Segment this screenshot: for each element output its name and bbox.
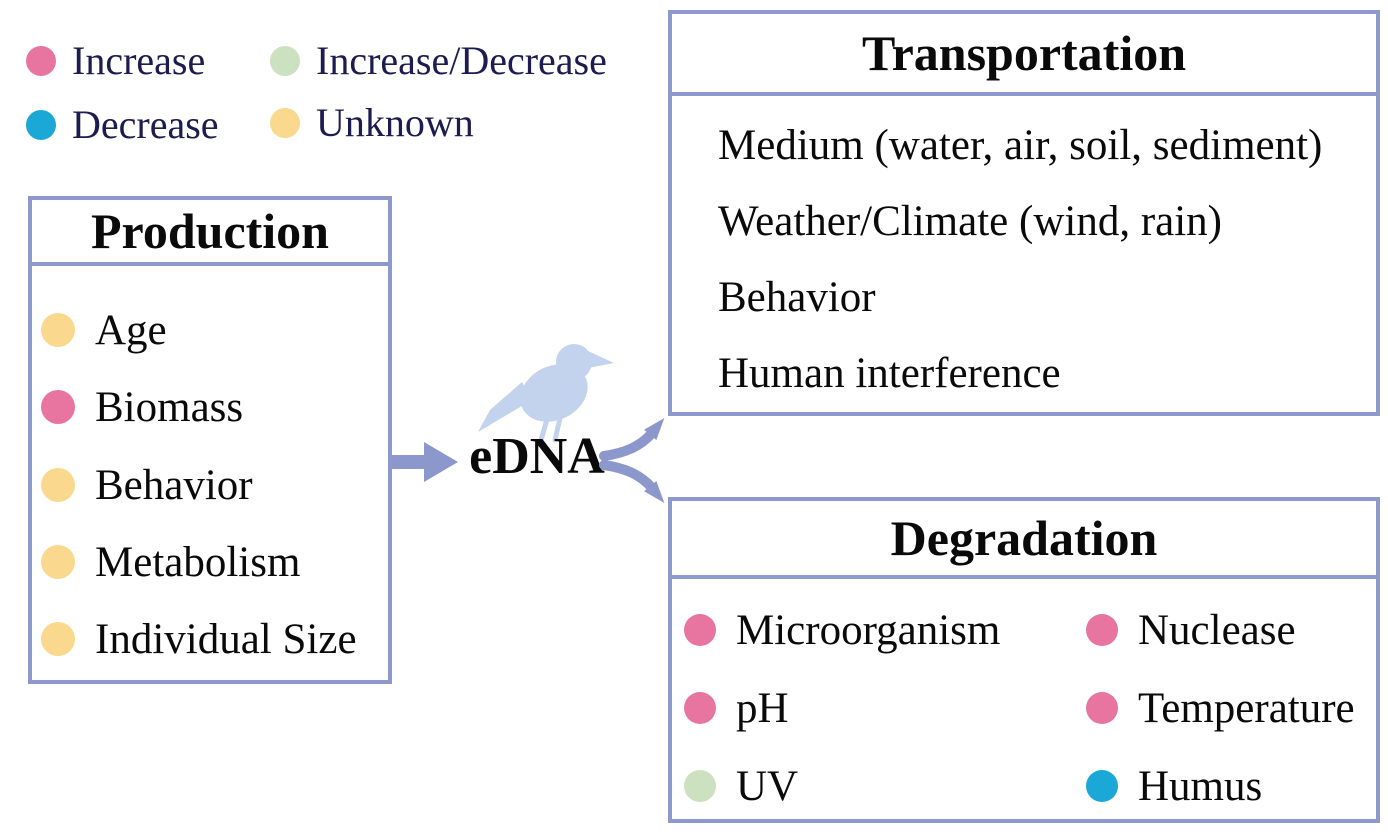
item-label: Biomass <box>95 383 244 431</box>
increase-dot-icon <box>1086 692 1118 724</box>
item-label: UV <box>736 762 799 810</box>
transportation-item-weather-climate: Weather/Climate (wind, rain) <box>718 197 1222 245</box>
degradation-item-ph: pH <box>684 684 789 732</box>
arrow-edna-to-degradation <box>599 460 665 503</box>
degradation-box: Degradation Microorganism pH UV Nuclease… <box>668 497 1380 823</box>
production-box: Production Age Biomass Behavior Metaboli… <box>28 196 392 684</box>
unknown-dot-icon <box>41 313 75 347</box>
unknown-dot-icon <box>41 468 75 502</box>
transportation-header: Transportation <box>672 14 1376 96</box>
production-item-metabolism: Metabolism <box>41 538 300 586</box>
degradation-item-temperature: Temperature <box>1086 684 1355 732</box>
item-label: Microorganism <box>736 606 1001 654</box>
transportation-item-medium: Medium (water, air, soil, sediment) <box>718 121 1322 169</box>
increase-decrease-dot-icon <box>270 46 300 76</box>
unknown-dot-icon <box>41 545 75 579</box>
degradation-item-humus: Humus <box>1086 762 1262 810</box>
bird-silhouette-icon <box>478 344 614 443</box>
increase-dot-icon <box>684 614 716 646</box>
increase-dot-icon <box>684 692 716 724</box>
increase-dot-icon <box>1086 614 1118 646</box>
legend-label: Increase/Decrease <box>316 38 607 83</box>
item-label: Metabolism <box>95 538 301 586</box>
production-item-behavior: Behavior <box>41 461 253 509</box>
legend-item-increase-decrease: Increase/Decrease <box>270 41 607 81</box>
transportation-box: Transportation Medium (water, air, soil,… <box>668 10 1380 416</box>
legend-label: Decrease <box>72 102 219 147</box>
arrow-production-to-edna <box>390 442 458 482</box>
legend-label: Increase <box>72 38 206 83</box>
unknown-dot-icon <box>270 108 300 138</box>
transportation-item-human-interference: Human interference <box>718 349 1061 397</box>
item-label: Individual Size <box>95 615 357 663</box>
legend-label: Unknown <box>316 100 474 145</box>
production-item-individual-size: Individual Size <box>41 615 357 663</box>
edna-label: eDNA <box>469 428 605 485</box>
item-label: Age <box>95 306 167 354</box>
arrow-edna-to-transportation <box>599 418 665 461</box>
item-label: Nuclease <box>1138 606 1296 654</box>
transportation-item-behavior: Behavior <box>718 273 876 321</box>
item-label: Behavior <box>95 461 253 509</box>
production-header: Production <box>32 200 388 266</box>
production-item-biomass: Biomass <box>41 383 243 431</box>
production-title: Production <box>91 203 329 259</box>
degradation-title: Degradation <box>890 510 1158 566</box>
legend-item-unknown: Unknown <box>270 103 474 143</box>
degradation-item-microorganism: Microorganism <box>684 606 1000 654</box>
arrows-edna-to-boxes <box>599 418 665 503</box>
increase-dot-icon <box>26 46 56 76</box>
item-label: Human interference <box>718 349 1061 397</box>
degradation-item-nuclease: Nuclease <box>1086 606 1296 654</box>
item-label: Humus <box>1138 762 1263 810</box>
increase-dot-icon <box>41 390 75 424</box>
degradation-header: Degradation <box>672 501 1376 579</box>
item-label: Behavior <box>718 273 876 321</box>
production-item-age: Age <box>41 306 167 354</box>
increase-decrease-dot-icon <box>684 770 716 802</box>
item-label: Weather/Climate (wind, rain) <box>718 197 1222 245</box>
decrease-dot-icon <box>1086 770 1118 802</box>
degradation-item-uv: UV <box>684 762 798 810</box>
item-label: Medium (water, air, soil, sediment) <box>718 121 1323 169</box>
transportation-title: Transportation <box>861 25 1187 81</box>
item-label: Temperature <box>1138 684 1355 732</box>
unknown-dot-icon <box>41 622 75 656</box>
item-label: pH <box>736 684 789 732</box>
legend-item-decrease: Decrease <box>26 105 219 145</box>
decrease-dot-icon <box>26 110 56 140</box>
legend-item-increase: Increase <box>26 41 205 81</box>
